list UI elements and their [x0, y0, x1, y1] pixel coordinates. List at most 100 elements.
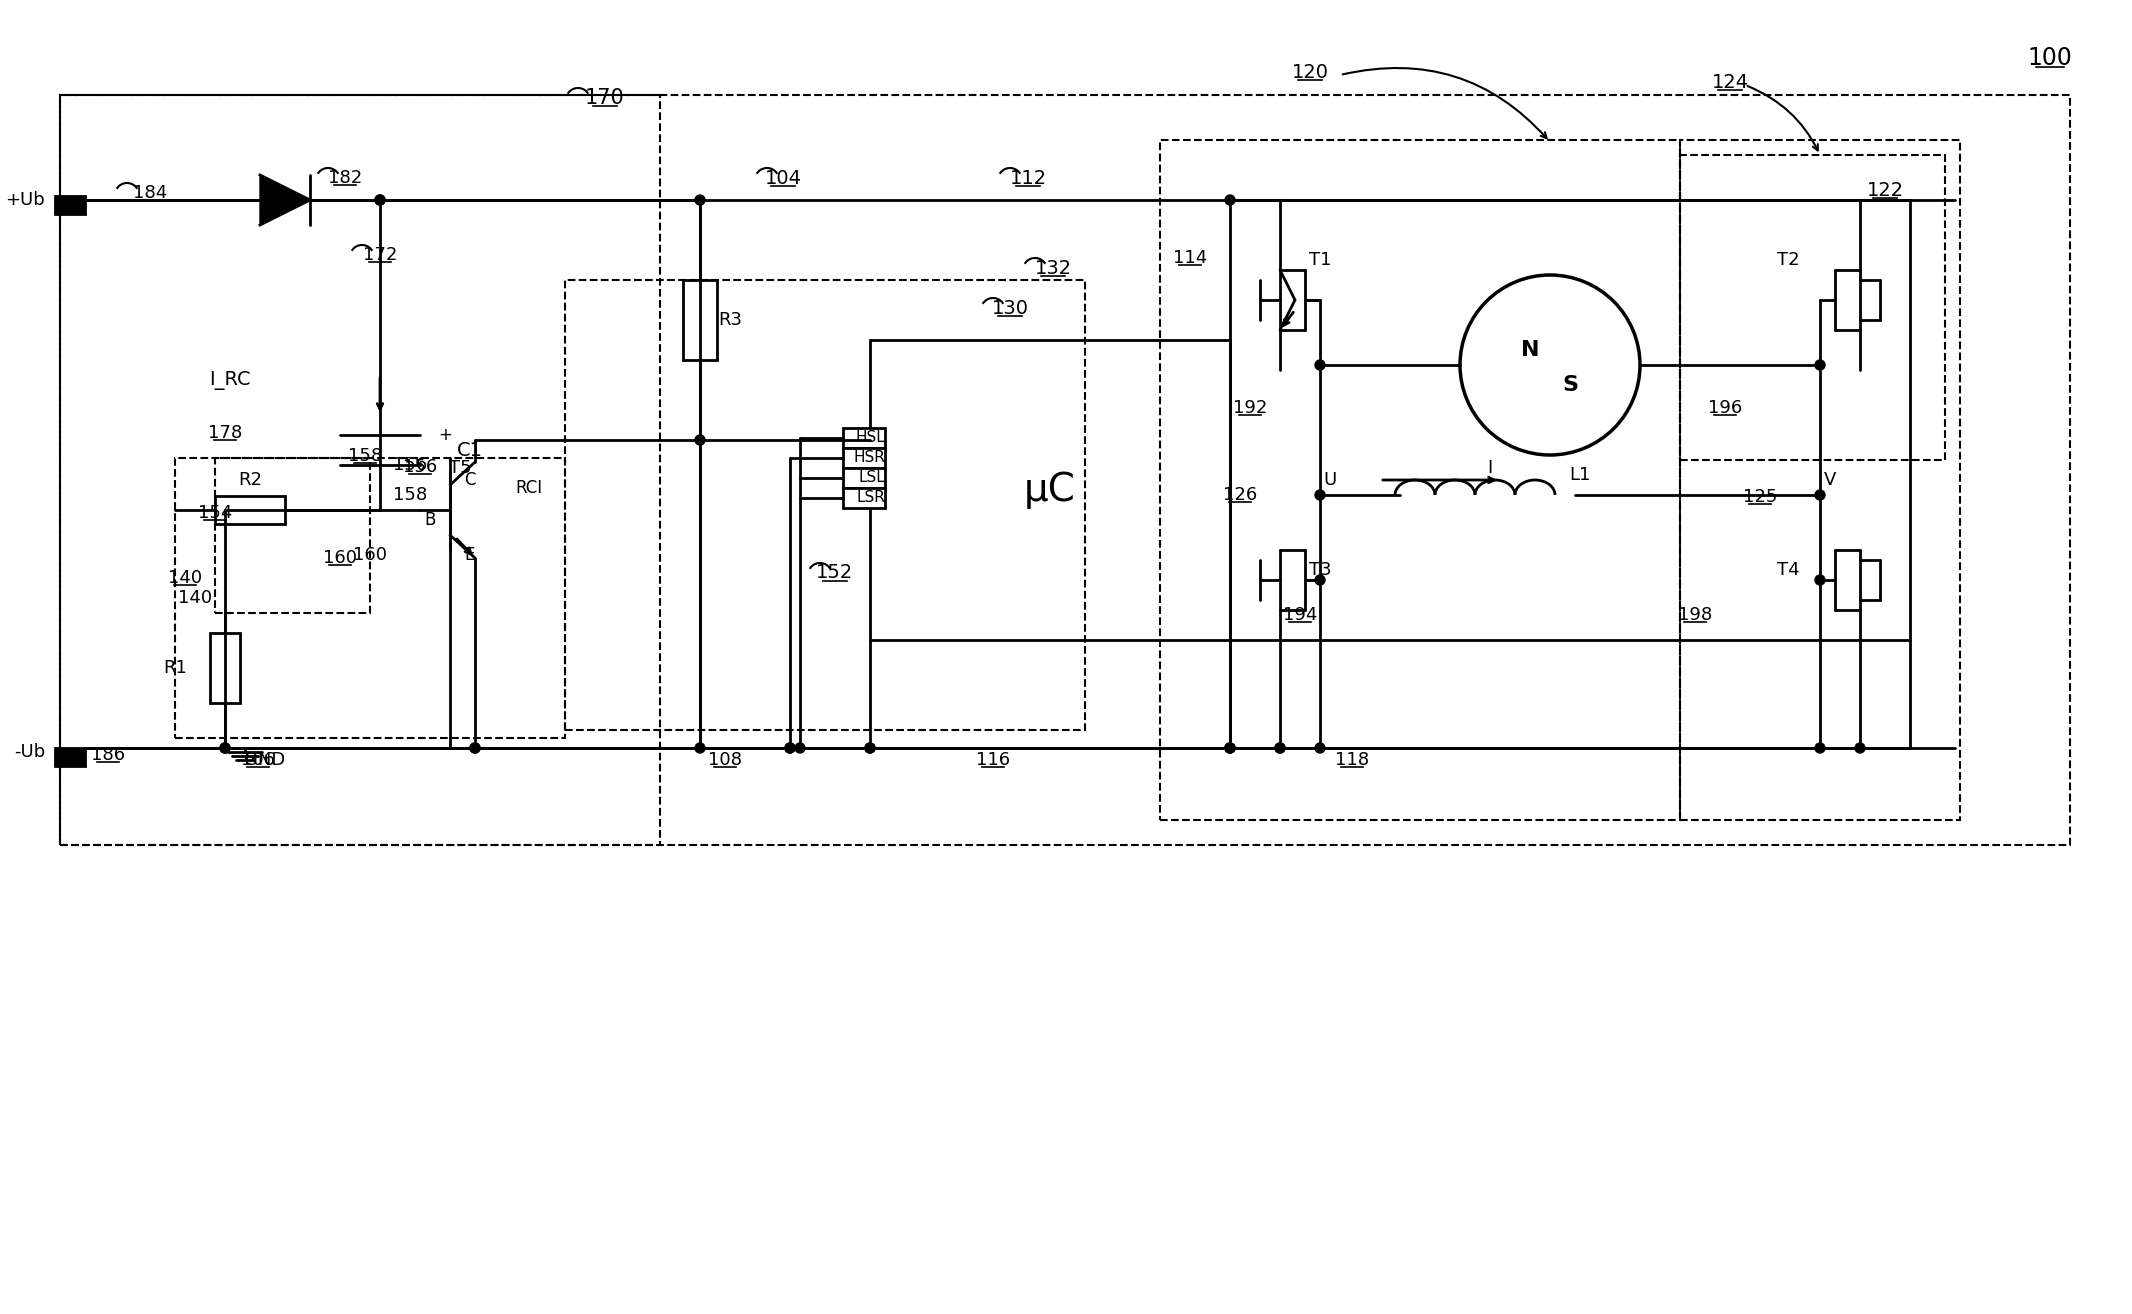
- Text: V: V: [1823, 470, 1836, 489]
- Bar: [842, 448, 885, 468]
- Text: T5: T5: [448, 459, 471, 477]
- Bar: [55, 748, 85, 766]
- Circle shape: [785, 742, 795, 753]
- Circle shape: [220, 742, 230, 753]
- Circle shape: [220, 742, 230, 753]
- Text: 126: 126: [1224, 486, 1258, 505]
- Text: B: B: [424, 511, 435, 530]
- Bar: [209, 633, 241, 703]
- Circle shape: [1315, 360, 1324, 371]
- Bar: [842, 487, 885, 509]
- Bar: [215, 459, 371, 614]
- Circle shape: [469, 742, 480, 753]
- Text: 152: 152: [817, 564, 853, 582]
- Polygon shape: [260, 175, 309, 225]
- Text: 160: 160: [324, 549, 356, 568]
- Text: 156: 156: [403, 459, 437, 476]
- Bar: [682, 280, 716, 360]
- Text: 170: 170: [584, 88, 625, 108]
- Text: R1: R1: [162, 660, 188, 677]
- Bar: [175, 459, 565, 738]
- Text: 186: 186: [92, 746, 126, 763]
- Circle shape: [1275, 742, 1286, 753]
- Text: 116: 116: [976, 752, 1011, 769]
- Text: HSR: HSR: [853, 451, 885, 465]
- Bar: [842, 428, 885, 448]
- Bar: [842, 468, 885, 487]
- Text: μC: μC: [1023, 470, 1077, 509]
- Text: RCI: RCI: [516, 480, 542, 497]
- Text: C: C: [465, 470, 475, 489]
- Circle shape: [866, 742, 874, 753]
- Text: N: N: [1520, 340, 1539, 360]
- Circle shape: [375, 194, 386, 205]
- Circle shape: [375, 194, 386, 205]
- Text: GND: GND: [245, 752, 286, 769]
- Circle shape: [866, 742, 874, 753]
- Text: T2: T2: [1778, 251, 1799, 269]
- Text: 112: 112: [1008, 168, 1047, 188]
- Text: 104: 104: [765, 168, 802, 188]
- Text: 172: 172: [362, 246, 397, 264]
- Text: 122: 122: [1866, 180, 1904, 200]
- Text: 124: 124: [1712, 72, 1748, 92]
- Circle shape: [1226, 742, 1234, 753]
- Text: 158: 158: [348, 447, 382, 465]
- Text: 130: 130: [991, 298, 1028, 318]
- Text: 120: 120: [1292, 63, 1328, 81]
- Text: C1: C1: [456, 440, 484, 460]
- Text: LSL: LSL: [859, 470, 885, 485]
- Circle shape: [1315, 490, 1324, 501]
- Text: 196: 196: [1708, 399, 1742, 417]
- Bar: [1160, 141, 1680, 820]
- Text: 192: 192: [1232, 399, 1266, 417]
- Text: 156: 156: [392, 456, 426, 474]
- Text: HSL: HSL: [855, 431, 885, 445]
- Circle shape: [695, 435, 706, 445]
- Text: 108: 108: [708, 752, 742, 769]
- Text: T1: T1: [1309, 251, 1330, 269]
- Circle shape: [1226, 742, 1234, 753]
- Circle shape: [785, 742, 795, 753]
- Circle shape: [1814, 490, 1825, 501]
- Text: LSR: LSR: [857, 490, 885, 506]
- Text: R2: R2: [239, 470, 262, 489]
- Text: -Ub: -Ub: [13, 742, 45, 761]
- Text: 184: 184: [132, 184, 166, 202]
- Bar: [1680, 141, 1959, 820]
- Text: 178: 178: [209, 424, 243, 442]
- Bar: [55, 196, 85, 214]
- Circle shape: [795, 742, 806, 753]
- Text: R3: R3: [718, 311, 742, 328]
- Text: U: U: [1324, 470, 1337, 489]
- Bar: [215, 495, 286, 524]
- Text: +: +: [437, 426, 452, 444]
- Text: I: I: [1488, 459, 1492, 477]
- Circle shape: [1275, 742, 1286, 753]
- Text: 158: 158: [392, 486, 426, 505]
- Text: T3: T3: [1309, 561, 1330, 579]
- Circle shape: [469, 742, 480, 753]
- Text: 140: 140: [168, 569, 203, 587]
- Text: T4: T4: [1778, 561, 1799, 579]
- Text: 182: 182: [328, 170, 362, 187]
- Text: 160: 160: [354, 547, 388, 564]
- Text: 106: 106: [241, 752, 275, 769]
- Text: 118: 118: [1335, 752, 1369, 769]
- Circle shape: [1315, 742, 1324, 753]
- Circle shape: [695, 194, 706, 205]
- Text: 100: 100: [2028, 46, 2072, 70]
- Circle shape: [1814, 576, 1825, 585]
- Circle shape: [1814, 360, 1825, 371]
- Text: 198: 198: [1678, 606, 1712, 624]
- Bar: [870, 340, 1230, 640]
- Circle shape: [1226, 742, 1234, 753]
- Text: 132: 132: [1034, 259, 1072, 277]
- Text: I_RC: I_RC: [209, 371, 252, 389]
- Bar: [60, 95, 661, 845]
- Bar: [1680, 155, 1944, 460]
- Text: S: S: [1563, 374, 1578, 396]
- Circle shape: [1315, 576, 1324, 585]
- Circle shape: [1855, 742, 1866, 753]
- Text: 125: 125: [1742, 487, 1778, 506]
